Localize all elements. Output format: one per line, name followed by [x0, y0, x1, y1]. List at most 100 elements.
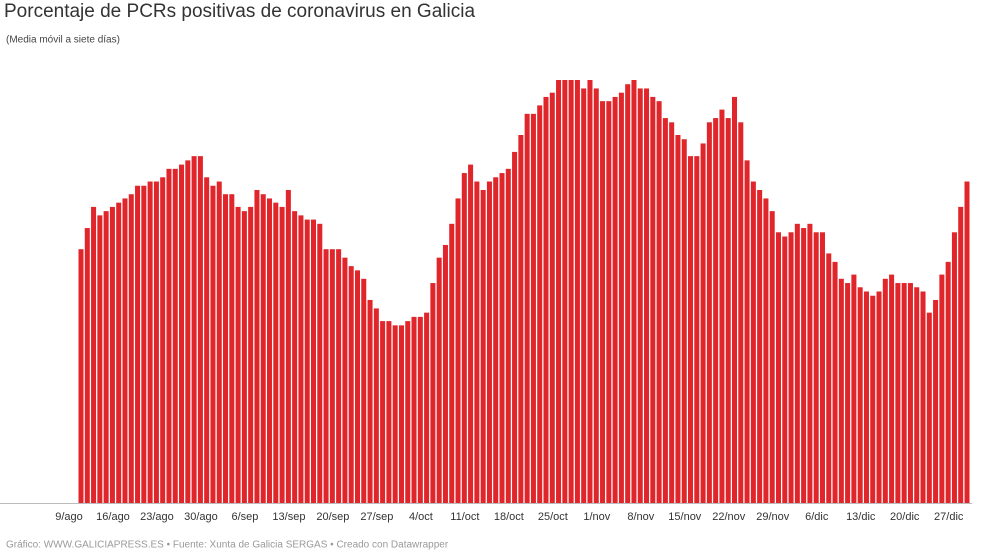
bar [713, 118, 719, 503]
bar [675, 134, 681, 504]
bar [241, 211, 247, 503]
bar [530, 113, 536, 503]
bar [606, 101, 612, 504]
bar [254, 189, 260, 504]
bar [725, 118, 731, 503]
bar [109, 206, 115, 503]
bar [600, 101, 606, 504]
bar [750, 181, 756, 503]
bar [618, 92, 624, 503]
x-tick-label: 20/sep [316, 511, 349, 523]
bar [581, 88, 587, 504]
bar [549, 92, 555, 503]
bar [329, 249, 335, 503]
bar [398, 325, 404, 503]
bar [901, 283, 907, 503]
bar [97, 215, 103, 504]
x-tick-label: 13/sep [272, 511, 305, 523]
bar [461, 173, 467, 503]
bar [336, 249, 342, 503]
bar [669, 122, 675, 504]
bar [512, 151, 518, 503]
bar [807, 223, 813, 503]
bar [373, 308, 379, 503]
bar [845, 283, 851, 503]
bar [91, 206, 97, 503]
bar [631, 80, 637, 503]
bar [455, 198, 461, 503]
bar [857, 287, 863, 503]
bar [210, 185, 216, 503]
bar [216, 181, 222, 503]
x-tick-label: 11/oct [450, 511, 479, 523]
bar [153, 181, 159, 503]
chart-subtitle: (Media móvil a siete días) [6, 35, 120, 46]
bar [838, 278, 844, 503]
bar [794, 223, 800, 503]
x-tick-label: 16/ago [96, 511, 130, 523]
bar [801, 228, 807, 504]
bar [468, 164, 474, 503]
bar [788, 232, 794, 503]
bar [128, 194, 134, 503]
bar [436, 257, 442, 503]
bar [266, 198, 273, 503]
bar [185, 160, 191, 503]
bar [593, 88, 599, 504]
bar [292, 211, 298, 503]
x-tick-label: 15/nov [668, 511, 702, 523]
bar [863, 291, 869, 503]
bar [763, 198, 769, 503]
bar [681, 139, 687, 503]
bar [474, 181, 480, 503]
bar [587, 80, 593, 503]
bar [826, 253, 832, 503]
bar [304, 219, 310, 503]
bar [731, 96, 738, 504]
bar [926, 312, 932, 503]
x-tick-label: 18/oct [494, 511, 524, 523]
bar [870, 295, 876, 503]
bar [386, 321, 392, 503]
x-tick-label: 6/sep [231, 511, 258, 523]
x-tick-label: 29/nov [756, 511, 790, 523]
bar [694, 156, 700, 503]
bar [323, 249, 329, 503]
bar [248, 206, 254, 503]
bar [342, 257, 348, 503]
bar [644, 88, 650, 504]
bar [116, 202, 122, 504]
bar [204, 177, 210, 504]
bar [782, 236, 788, 503]
bar [141, 185, 147, 503]
bar [939, 274, 945, 503]
bar [367, 299, 373, 503]
x-tick-label: 30/ago [184, 511, 218, 523]
bar [223, 194, 229, 503]
bar [172, 168, 178, 503]
bar [518, 134, 524, 504]
bar [260, 194, 266, 503]
bar [719, 109, 725, 504]
x-tick-label: 25/oct [538, 511, 568, 523]
bar [147, 181, 153, 503]
bar [361, 278, 367, 503]
bar [449, 223, 455, 503]
x-tick-label: 8/nov [627, 511, 654, 523]
chart-source: Gráfico: WWW.GALICIAPRESS.ES • Fuente: X… [6, 540, 449, 551]
bar [706, 122, 712, 504]
bar [298, 215, 304, 504]
bar [907, 283, 913, 503]
bar [499, 173, 505, 503]
bar [405, 321, 411, 503]
bar [160, 177, 166, 504]
x-tick-label: 9/ago [55, 511, 83, 523]
bar [524, 113, 530, 503]
bar [380, 321, 386, 503]
bar [480, 189, 486, 504]
bar [895, 283, 901, 503]
bar [103, 211, 109, 503]
bar [84, 228, 90, 504]
